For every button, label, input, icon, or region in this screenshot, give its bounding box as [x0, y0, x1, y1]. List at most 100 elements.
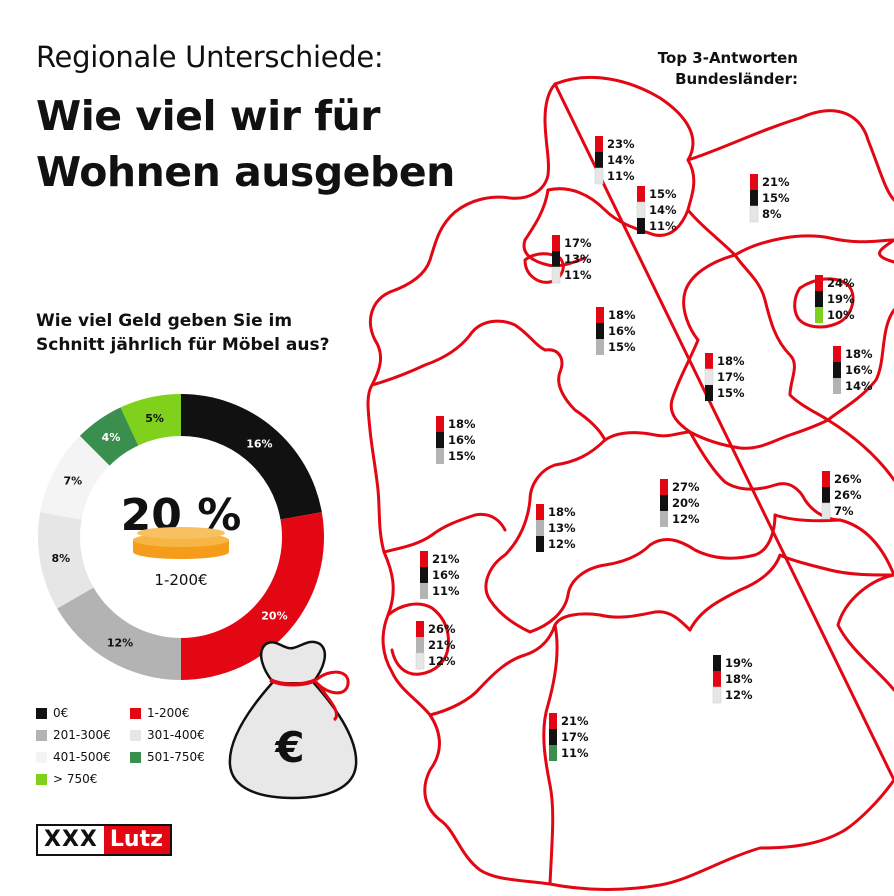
region-bar — [416, 621, 424, 637]
border-rp — [382, 512, 507, 554]
region-bar — [420, 583, 428, 599]
region-bar — [416, 637, 424, 653]
legend-item: 201-300€ — [36, 728, 111, 742]
region-bar — [594, 167, 604, 185]
map-header-line-2: Bundesländer: — [675, 70, 798, 88]
donut-slice — [120, 394, 181, 446]
title-line-1: Wie viel wir für — [36, 92, 380, 140]
border-by-east — [688, 553, 894, 632]
region-stack: 26% 26% 7% — [821, 471, 862, 520]
region-stack: 26% 21% 12% — [415, 621, 456, 670]
legend-swatch — [130, 751, 141, 763]
region-value: 14% — [649, 203, 677, 217]
logo-part-lutz: Lutz — [103, 826, 170, 854]
region-stack: 19% 18% 12% — [712, 655, 753, 704]
region-bar — [415, 652, 425, 670]
region-value: 26% — [428, 622, 456, 636]
region-bar — [637, 186, 645, 202]
region-value: 19% — [827, 292, 855, 306]
region-bar — [713, 671, 721, 687]
region-bar — [552, 235, 560, 251]
region-bar — [436, 432, 444, 448]
legend-item: 301-400€ — [130, 728, 205, 742]
border-bw-by — [542, 623, 559, 886]
question-line-1: Wie viel Geld geben Sie im — [36, 311, 293, 331]
region-bar — [595, 152, 603, 168]
legend-label: 1-200€ — [147, 706, 190, 720]
bremen — [523, 252, 565, 284]
region-bar — [420, 567, 428, 583]
region-stack: 18% 16% 15% — [596, 307, 636, 355]
legend-label: 301-400€ — [147, 728, 205, 742]
region-value: 21% — [428, 638, 456, 652]
region-value: 11% — [561, 746, 589, 760]
region-bar — [536, 536, 544, 552]
legend-label: 0€ — [53, 706, 69, 720]
region-value: 18% — [608, 308, 636, 322]
map-outline — [366, 75, 894, 891]
border-sn — [773, 513, 894, 577]
region-value: 12% — [428, 654, 456, 668]
region-value: 18% — [717, 354, 745, 368]
region-stack: 18% 16% 15% — [436, 416, 476, 464]
region-value: 14% — [607, 153, 635, 167]
border-bb2 — [733, 253, 830, 422]
region-bar — [536, 520, 544, 536]
coin-stack-icon — [133, 527, 229, 559]
subtitle: Regionale Unterschiede: — [36, 40, 384, 74]
region-value: 15% — [448, 449, 476, 463]
question: Wie viel Geld geben Sie im Schnitt jährl… — [36, 309, 329, 357]
region-stack: 27% 20% 12% — [660, 479, 700, 527]
region-value: 19% — [725, 656, 753, 670]
region-value: 26% — [834, 488, 862, 502]
region-bar — [815, 307, 823, 323]
region-bar — [833, 378, 841, 394]
border-he-by — [528, 513, 777, 634]
region-value: 18% — [548, 505, 576, 519]
region-bar — [815, 291, 823, 307]
region-bar — [596, 339, 604, 355]
donut-label: 12% — [107, 637, 133, 650]
region-value: 11% — [564, 268, 592, 282]
region-bar — [833, 362, 841, 378]
region-value: 8% — [762, 207, 782, 221]
region-value: 16% — [608, 324, 636, 338]
region-stack: 24% 19% 10% — [815, 275, 855, 323]
region-bar — [822, 471, 830, 487]
money-bag-icon: € — [228, 640, 358, 800]
border-he — [484, 438, 607, 634]
region-bar — [549, 713, 557, 729]
region-bar — [549, 729, 557, 745]
region-stack: 18% 16% 14% — [833, 346, 873, 394]
question-line-2: Schnitt jährlich für Möbel aus? — [36, 335, 330, 355]
legend-item: 501-750€ — [130, 750, 205, 764]
legend-item: > 750€ — [36, 772, 97, 786]
region-stack: 17% 13% 11% — [551, 235, 592, 284]
region-stack: 21% 17% 11% — [549, 713, 589, 761]
region-value: 15% — [608, 340, 636, 354]
border-st2 — [669, 338, 700, 434]
region-stack: 15% 14% 11% — [636, 186, 677, 234]
border-saar — [386, 602, 450, 676]
region-value: 12% — [672, 512, 700, 526]
region-bar — [637, 218, 645, 234]
region-bar — [750, 174, 758, 190]
region-value: 21% — [561, 714, 589, 728]
region-value: 27% — [672, 480, 700, 494]
region-bar — [704, 368, 714, 386]
legend-item: 0€ — [36, 706, 68, 720]
region-stack: 21% 16% 11% — [420, 551, 460, 599]
region-value: 21% — [432, 552, 460, 566]
region-bar — [552, 251, 560, 267]
legend-label: 201-300€ — [53, 728, 111, 742]
border-bb — [733, 234, 894, 257]
region-value: 13% — [548, 521, 576, 535]
region-value: 23% — [607, 137, 635, 151]
region-value: 15% — [762, 191, 790, 205]
map-header-line-1: Top 3-Antworten — [657, 49, 798, 67]
logo-part-xxx: XXX — [38, 826, 104, 854]
region-value: 15% — [649, 187, 677, 201]
region-stack: 18% 13% 12% — [536, 504, 576, 552]
donut-slice — [181, 394, 322, 520]
region-value: 13% — [564, 252, 592, 266]
